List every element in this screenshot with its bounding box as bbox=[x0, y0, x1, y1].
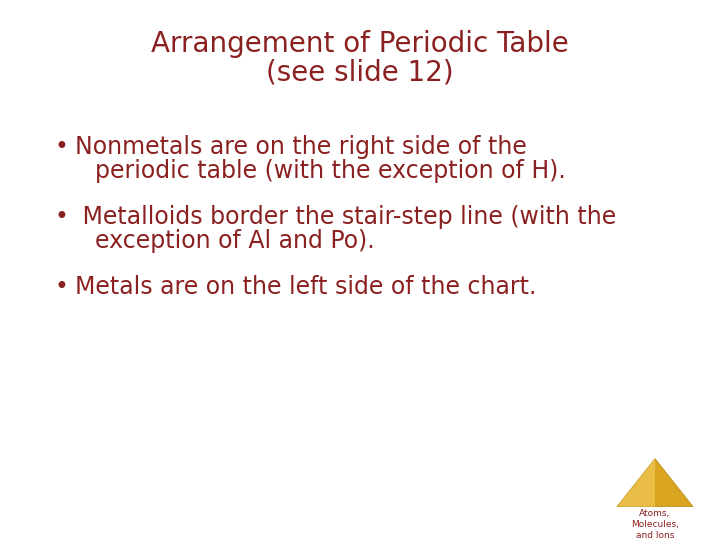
Text: (see slide 12): (see slide 12) bbox=[266, 58, 454, 86]
Text: periodic table (with the exception of H).: periodic table (with the exception of H)… bbox=[95, 159, 566, 183]
Text: exception of Al and Po).: exception of Al and Po). bbox=[95, 229, 374, 253]
Text: Nonmetals are on the right side of the: Nonmetals are on the right side of the bbox=[75, 135, 527, 159]
Polygon shape bbox=[617, 458, 655, 507]
Text: Metalloids border the stair-step line (with the: Metalloids border the stair-step line (w… bbox=[75, 205, 616, 229]
Text: •: • bbox=[55, 135, 69, 159]
Text: Metals are on the left side of the chart.: Metals are on the left side of the chart… bbox=[75, 275, 536, 299]
Text: Atoms,
Molecules,
and Ions: Atoms, Molecules, and Ions bbox=[631, 509, 679, 539]
Text: Arrangement of Periodic Table: Arrangement of Periodic Table bbox=[151, 30, 569, 58]
Text: •: • bbox=[55, 205, 69, 229]
Polygon shape bbox=[617, 458, 693, 507]
Text: •: • bbox=[55, 275, 69, 299]
